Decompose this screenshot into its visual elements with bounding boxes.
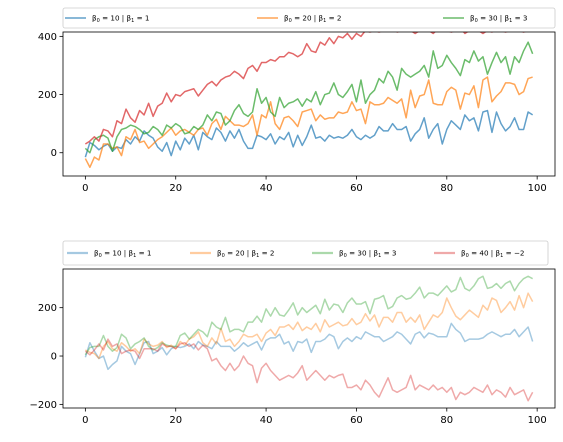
legend-label: β0 = 40 | β1 = −2 <box>461 249 524 260</box>
legend-item: β0 = 10 | β1 = 1 <box>67 249 151 260</box>
x-tick-label: 20 <box>169 183 182 194</box>
x-tick-label: 20 <box>169 415 182 426</box>
y-tick-label: −200 <box>30 400 57 411</box>
legend-label: β0 = 30 | β1 = 3 <box>470 14 527 25</box>
x-tick-label: 80 <box>440 183 453 194</box>
legend-frame <box>62 7 556 29</box>
legend-item: β0 = 10 | β1 = 1 <box>65 14 149 25</box>
x-tick-label: 60 <box>350 183 363 194</box>
series-group <box>84 275 534 402</box>
x-tick-label: 40 <box>260 183 273 194</box>
x-tick-label: 0 <box>82 183 88 194</box>
legend-item: β0 = 40 | β1 = −2 <box>434 249 524 260</box>
series-line <box>85 292 534 360</box>
x-tick-label: 80 <box>440 415 453 426</box>
legend-label: β0 = 30 | β1 = 3 <box>339 249 396 260</box>
bottom-chart: β0 = 10 | β1 = 1 β0 = 20 | β1 = 2 β0 = 30 … <box>30 240 556 426</box>
legend: β0 = 10 | β1 = 1 β0 = 20 | β1 = 2 β0 = 30 … <box>62 240 549 266</box>
legend-label: β0 = 10 | β1 = 1 <box>94 249 151 260</box>
legend-label: β0 = 20 | β1 = 2 <box>284 14 341 25</box>
series-group <box>84 32 534 169</box>
y-tick-label: 400 <box>38 32 57 43</box>
series-line <box>84 275 533 356</box>
x-tick-label: 100 <box>528 183 547 194</box>
legend-item: β0 = 30 | β1 = 3 <box>312 249 396 260</box>
legend-frame <box>62 240 549 266</box>
x-tick-label: 0 <box>82 415 88 426</box>
top-chart: β0 = 10 | β1 = 1 β0 = 20 | β1 = 2 β0 = 30 … <box>38 7 556 194</box>
series-line <box>84 338 534 402</box>
y-tick-label: 200 <box>38 90 57 101</box>
legend-item: β0 = 20 | β1 = 2 <box>257 14 341 25</box>
series-line <box>84 322 534 371</box>
series-line <box>84 41 534 154</box>
legend: β0 = 10 | β1 = 1 β0 = 20 | β1 = 2 β0 = 30 … <box>62 7 556 29</box>
x-tick-label: 100 <box>528 415 547 426</box>
legend-item: β0 = 30 | β1 = 3 <box>443 14 527 25</box>
series-line <box>84 76 533 169</box>
legend-label: β0 = 20 | β1 = 2 <box>217 249 274 260</box>
y-tick-label: 0 <box>51 148 57 159</box>
axes-frame <box>62 268 556 409</box>
series-line <box>84 109 534 158</box>
series-line <box>84 32 527 145</box>
axes-frame <box>62 31 556 177</box>
y-tick-label: 0 <box>51 352 57 363</box>
x-tick-label: 60 <box>350 415 363 426</box>
legend-item: β0 = 20 | β1 = 2 <box>190 249 274 260</box>
legend-label: β0 = 10 | β1 = 1 <box>92 14 149 25</box>
y-tick-label: 200 <box>38 303 57 314</box>
x-tick-label: 40 <box>260 415 273 426</box>
